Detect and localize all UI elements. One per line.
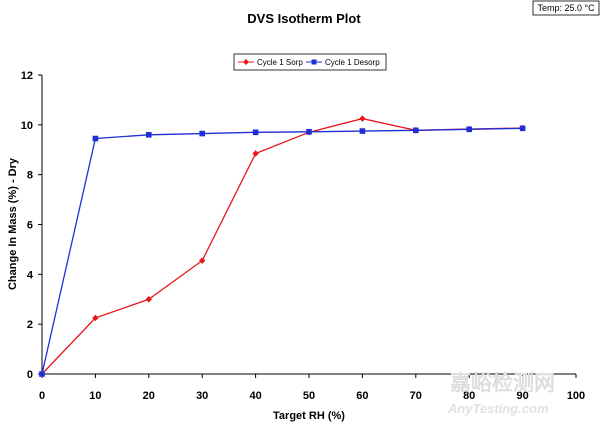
x-tick-label: 50: [303, 390, 315, 402]
temperature-box: Temp: 25.0 °C: [532, 0, 600, 16]
legend-marker-desorp: [311, 59, 317, 65]
watermark: 嘉峪检测网 AnyTesting.com: [447, 371, 555, 416]
data-point: [199, 257, 206, 264]
data-point: [92, 135, 99, 142]
data-point: [146, 132, 152, 138]
x-tick-label: 60: [356, 390, 368, 402]
axis-ticks: 0 10 20 30 40 50 60 70 80 90 100 0 2 4 6 8 10 12: [21, 70, 585, 402]
legend-label-sorp: Cycle 1 Sorp: [257, 58, 303, 67]
legend-entry-sorp: Cycle 1 Sorp: [238, 58, 303, 67]
data-point: [252, 150, 259, 157]
x-tick-label: 10: [89, 390, 101, 402]
watermark-chinese: 嘉峪检测网: [450, 371, 555, 395]
x-tick-label: 90: [516, 390, 528, 402]
y-tick-label: 12: [21, 70, 33, 82]
data-point: [252, 129, 259, 136]
watermark-english: AnyTesting.com: [447, 401, 549, 416]
chart-title: DVS Isotherm Plot: [247, 11, 361, 26]
y-axis-label: Change In Mass (%) - Dry: [7, 157, 19, 290]
y-tick-label: 10: [21, 120, 33, 132]
x-tick-label: 30: [196, 390, 208, 402]
series-layer: [38, 115, 526, 378]
x-tick-label: 100: [567, 390, 585, 402]
series-line: [41, 127, 523, 375]
data-point: [466, 126, 472, 133]
x-tick-label: 80: [463, 390, 475, 402]
data-point: [359, 128, 366, 134]
legend-entry-desorp: Cycle 1 Desorp: [306, 58, 380, 67]
y-tick-label: 0: [27, 369, 33, 381]
temperature-label: Temp: 25.0 °C: [537, 3, 595, 13]
legend-label-desorp: Cycle 1 Desorp: [325, 58, 380, 67]
y-tick-label: 2: [27, 319, 33, 331]
data-point: [413, 127, 419, 134]
data-point: [359, 115, 366, 122]
x-tick-label: 0: [39, 390, 45, 402]
data-point: [199, 130, 205, 137]
series-line: [41, 117, 523, 375]
y-tick-label: 6: [27, 220, 33, 232]
x-tick-label: 70: [410, 390, 422, 402]
x-tick-label: 40: [249, 390, 261, 402]
legend-marker-sorp: [243, 59, 249, 65]
axes: [41, 75, 576, 375]
legend: Cycle 1 Sorp Cycle 1 Desorp: [233, 53, 387, 71]
data-point: [145, 296, 152, 303]
data-point: [519, 125, 526, 132]
y-tick-label: 4: [27, 269, 34, 281]
data-point: [306, 129, 312, 135]
x-axis-label: Target RH (%): [273, 410, 345, 422]
x-tick-label: 20: [143, 390, 155, 402]
data-point: [92, 314, 99, 322]
y-tick-label: 8: [27, 170, 33, 182]
data-point: [39, 371, 45, 377]
series-sorp: [38, 115, 526, 378]
series-desorp: [39, 125, 526, 377]
